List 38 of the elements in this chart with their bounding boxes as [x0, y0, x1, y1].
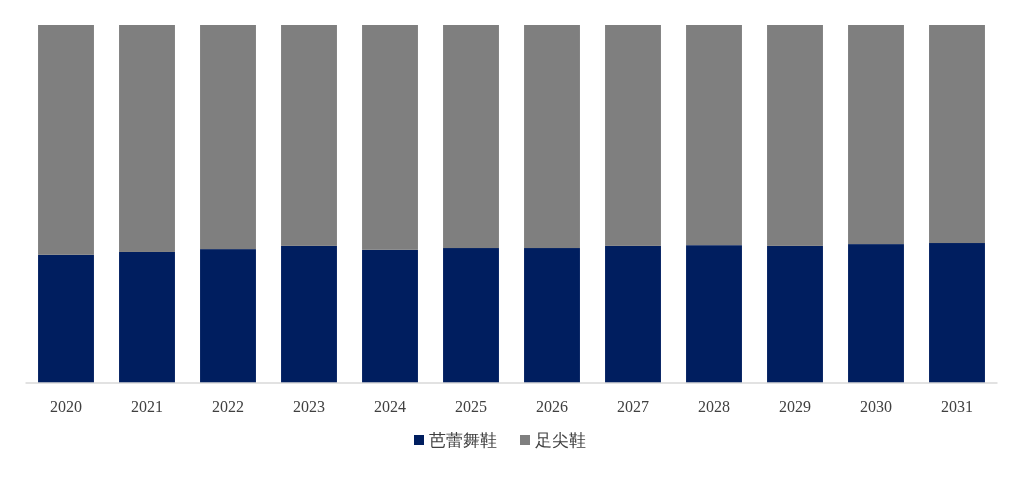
bar	[524, 25, 580, 249]
x-tick-label: 2022	[212, 398, 244, 415]
bar	[767, 25, 823, 246]
bar	[848, 244, 904, 383]
bar	[443, 25, 499, 249]
bar	[119, 251, 175, 383]
x-tick-label: 2023	[293, 398, 325, 415]
legend-label: 足尖鞋	[535, 431, 586, 450]
x-tick-label: 2031	[941, 398, 973, 415]
x-tick-label: 2027	[617, 398, 649, 415]
bar	[281, 245, 337, 383]
bar	[362, 25, 418, 250]
bar	[38, 25, 94, 255]
x-tick-label: 2029	[779, 398, 811, 415]
bar	[929, 243, 985, 383]
bar	[929, 25, 985, 244]
bar	[767, 245, 823, 383]
bar	[848, 25, 904, 245]
bar	[362, 249, 418, 383]
x-tick-label: 2026	[536, 398, 568, 415]
bar	[38, 254, 94, 383]
x-tick-label: 2020	[50, 398, 82, 415]
x-tick-label: 2030	[860, 398, 892, 415]
legend-label: 芭蕾舞鞋	[429, 431, 497, 450]
bar	[200, 25, 256, 250]
bar	[524, 248, 580, 383]
bar	[605, 25, 661, 246]
x-tick-label: 2028	[698, 398, 730, 415]
bar	[605, 245, 661, 383]
bar	[281, 25, 337, 246]
bar	[200, 249, 256, 383]
x-tick-label: 2021	[131, 398, 163, 415]
bar	[686, 25, 742, 246]
bar	[686, 245, 742, 383]
x-tick-label: 2024	[374, 398, 406, 415]
bar	[119, 25, 175, 252]
x-tick-label: 2025	[455, 398, 487, 415]
bar	[443, 248, 499, 383]
